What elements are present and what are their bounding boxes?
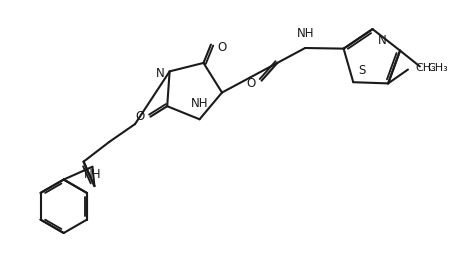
Text: O: O	[246, 77, 256, 90]
Text: N: N	[156, 67, 165, 80]
Text: S: S	[358, 64, 365, 77]
Text: CH₃: CH₃	[416, 63, 436, 73]
Text: NH: NH	[296, 27, 314, 40]
Text: O: O	[218, 41, 227, 54]
Text: N: N	[377, 34, 386, 47]
Text: O: O	[135, 110, 144, 123]
Text: CH₃: CH₃	[428, 63, 448, 73]
Text: NH: NH	[191, 97, 208, 110]
Text: NH: NH	[84, 168, 101, 181]
